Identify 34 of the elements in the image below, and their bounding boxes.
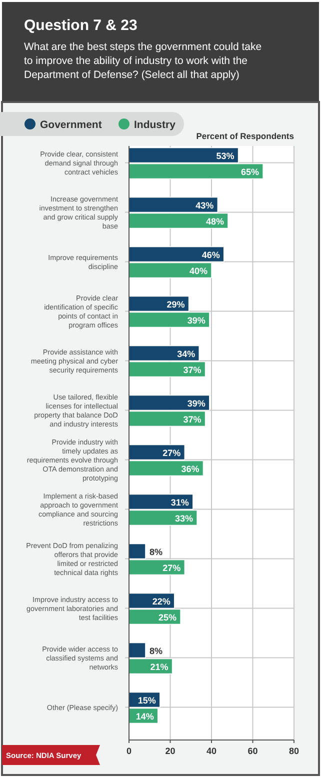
x-tick-label: 40 <box>206 746 217 756</box>
data-label: 22% <box>152 596 170 606</box>
data-label: 48% <box>206 216 224 226</box>
data-label: 37% <box>183 364 202 375</box>
data-label: 34% <box>177 348 196 359</box>
data-label: 43% <box>196 200 214 210</box>
data-label: 14% <box>136 711 154 722</box>
data-label: 21% <box>150 662 168 672</box>
data-label: 39% <box>187 315 206 326</box>
data-label: 29% <box>166 299 185 310</box>
data-label: 46% <box>202 250 220 260</box>
data-label: 37% <box>183 414 202 424</box>
data-label: 15% <box>138 695 156 706</box>
data-label: 33% <box>175 513 194 524</box>
data-label: 40% <box>189 266 208 276</box>
data-label: 27% <box>162 562 181 573</box>
chart-title: Question 7 & 23 <box>24 17 138 34</box>
legend-label: Government <box>40 119 102 131</box>
data-label: 25% <box>158 612 177 622</box>
chart-subtitle: What are the best steps the government could take to improve the ability of industry to work with the Department of Defense? (Select all that apply) <box>24 41 262 81</box>
x-axis-title: Percent of Respondents <box>196 131 294 141</box>
data-label: 53% <box>216 150 234 161</box>
x-tick-label: 0 <box>126 746 132 756</box>
data-label: 39% <box>187 398 206 408</box>
data-label: 8% <box>150 546 163 557</box>
x-tick-label: 20 <box>165 746 176 756</box>
data-label: 31% <box>170 497 189 508</box>
data-label: 65% <box>241 166 260 177</box>
data-label: 8% <box>150 646 163 656</box>
x-tick-label: 80 <box>288 746 300 756</box>
legend-label: Industry <box>134 119 176 131</box>
data-label: 27% <box>162 448 181 458</box>
x-tick-label: 60 <box>248 746 258 756</box>
data-label: 36% <box>181 464 200 474</box>
